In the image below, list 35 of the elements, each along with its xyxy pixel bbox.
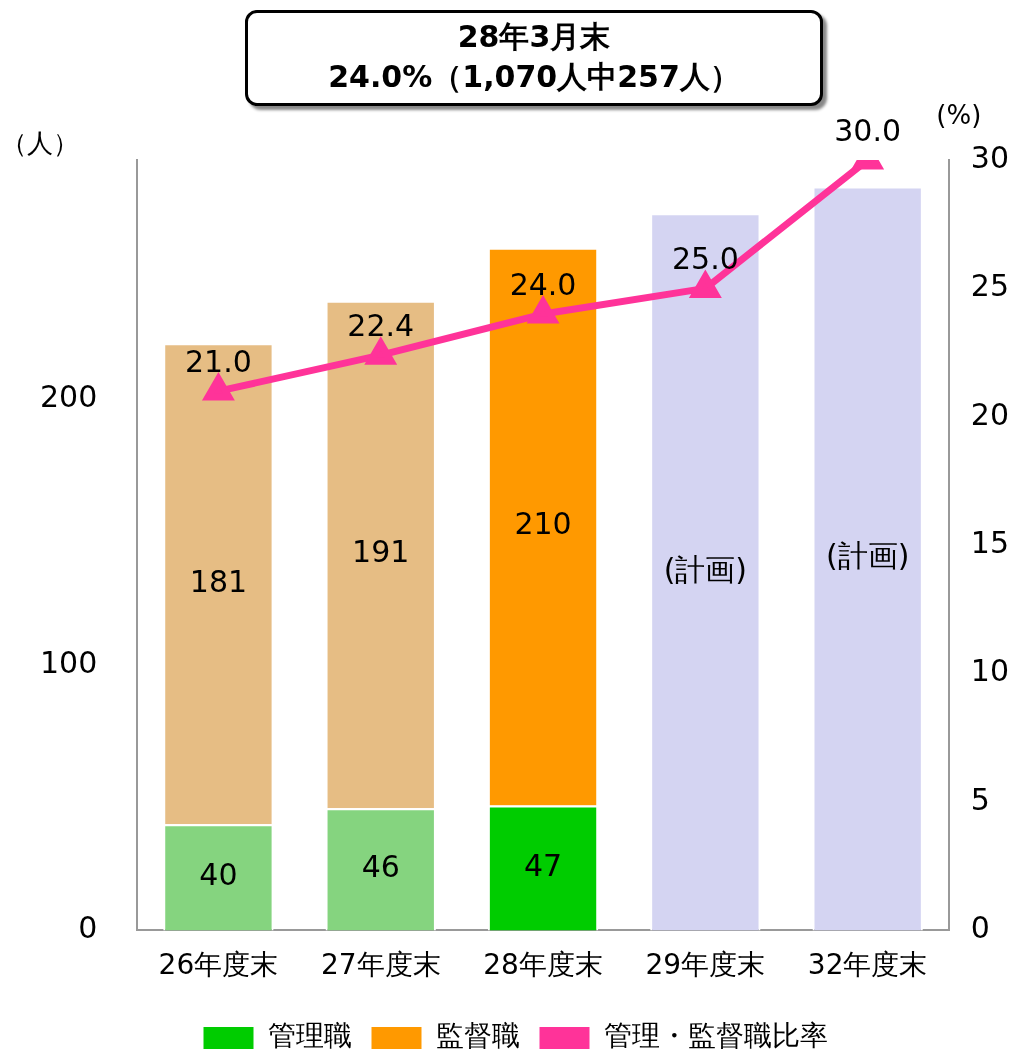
y-tick-label: 100 [40,644,98,680]
data-label: 47 [523,847,563,883]
y2-tick-label: 25 [970,268,1010,304]
data-label: 210 [514,506,572,542]
data-label: (計画) [663,551,748,587]
data-label: (計画) [825,538,910,574]
x-tick-label: 26年度末 [158,948,279,982]
legend-label: 管理・監督職比率 [603,1019,828,1053]
y2-tick-label: 0 [970,910,990,946]
y2-tick-label: 20 [970,396,1010,432]
y2-tick-label: 5 [970,781,990,817]
y2-tick-label: 10 [970,653,1010,689]
legend-label: 監督職 [435,1019,520,1053]
data-label: 25.0 [671,241,739,277]
x-tick-label: 27年度末 [320,948,441,982]
data-label: 181 [189,563,248,599]
data-label: 30.0 [834,112,902,148]
y-tick-label: 0 [78,910,98,946]
x-tick-label: 32年度末 [807,948,928,982]
chart-subtitle: 24.0%（1,070人中257人） [327,58,741,96]
legend-label: 管理職 [267,1019,352,1053]
x-tick-label: 28年度末 [483,948,603,982]
data-label: 22.4 [347,307,415,343]
y2-tick-label: 15 [970,525,1010,560]
data-label: 191 [352,534,410,570]
chart-title: 28年3月末 [456,18,612,56]
data-label: 40 [199,857,238,893]
y2-tick-label: 30 [970,139,1010,175]
y-tick-label: 200 [40,378,98,414]
x-tick-label: 29年度末 [645,948,766,982]
y-axis-title: （人） [1,127,79,158]
data-label: 21.0 [185,343,252,379]
data-label: 46 [361,849,400,885]
y2-axis-title: (%) [936,99,982,130]
data-label: 24.0 [509,266,577,302]
